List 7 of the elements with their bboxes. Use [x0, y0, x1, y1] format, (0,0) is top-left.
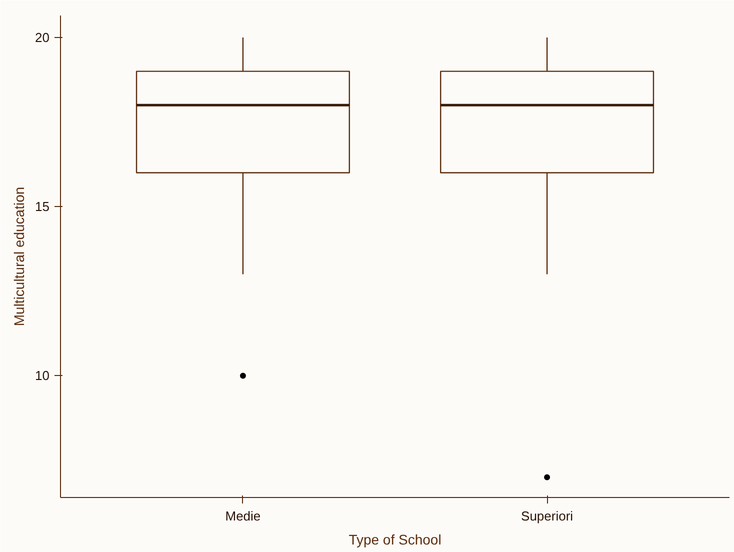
x-axis-title: Type of School [348, 532, 442, 548]
y-tick-label: 10 [35, 368, 50, 384]
y-tick-label: 15 [35, 199, 50, 214]
y-tick-label: 20 [35, 30, 50, 45]
y-axis-title: Multicultural education [11, 186, 28, 326]
x-tick-label: Superiori [521, 508, 574, 524]
x-tick-label: Medie [225, 508, 261, 524]
